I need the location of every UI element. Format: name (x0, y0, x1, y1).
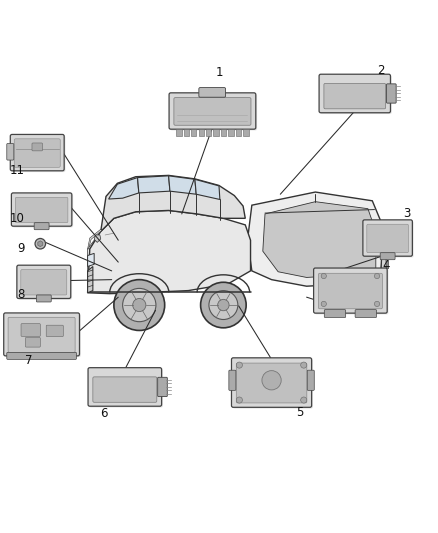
FancyBboxPatch shape (320, 76, 392, 114)
FancyBboxPatch shape (315, 269, 389, 314)
Circle shape (209, 290, 238, 319)
FancyBboxPatch shape (233, 359, 313, 409)
FancyBboxPatch shape (89, 369, 163, 408)
FancyBboxPatch shape (93, 377, 157, 402)
FancyBboxPatch shape (14, 139, 60, 167)
FancyBboxPatch shape (367, 224, 408, 253)
FancyBboxPatch shape (25, 337, 40, 347)
FancyBboxPatch shape (32, 143, 42, 151)
FancyBboxPatch shape (174, 98, 251, 125)
Circle shape (321, 273, 326, 279)
FancyBboxPatch shape (198, 129, 204, 136)
FancyBboxPatch shape (8, 317, 75, 352)
Polygon shape (88, 229, 102, 249)
FancyBboxPatch shape (363, 220, 413, 256)
FancyBboxPatch shape (13, 194, 73, 228)
Polygon shape (247, 192, 383, 286)
Text: 10: 10 (9, 212, 24, 225)
Circle shape (123, 288, 156, 322)
FancyBboxPatch shape (231, 358, 311, 407)
FancyBboxPatch shape (4, 313, 80, 356)
FancyBboxPatch shape (184, 129, 189, 136)
Text: 3: 3 (404, 207, 411, 220)
FancyBboxPatch shape (169, 93, 256, 129)
FancyBboxPatch shape (364, 221, 413, 257)
FancyBboxPatch shape (158, 377, 167, 397)
FancyBboxPatch shape (355, 310, 377, 318)
FancyBboxPatch shape (15, 197, 68, 223)
Polygon shape (195, 179, 220, 199)
FancyBboxPatch shape (11, 193, 72, 226)
FancyBboxPatch shape (206, 129, 212, 136)
FancyBboxPatch shape (12, 136, 65, 172)
FancyBboxPatch shape (229, 370, 236, 390)
Polygon shape (169, 176, 196, 194)
Polygon shape (88, 266, 93, 293)
FancyBboxPatch shape (221, 129, 226, 136)
FancyBboxPatch shape (11, 134, 64, 171)
Polygon shape (88, 211, 251, 294)
Polygon shape (94, 235, 101, 243)
Polygon shape (381, 225, 386, 272)
Text: 2: 2 (377, 64, 385, 77)
Text: 9: 9 (17, 243, 25, 255)
FancyBboxPatch shape (319, 74, 391, 113)
FancyBboxPatch shape (191, 129, 197, 136)
Circle shape (300, 362, 307, 368)
FancyBboxPatch shape (170, 94, 257, 131)
Circle shape (374, 301, 380, 306)
FancyBboxPatch shape (380, 253, 395, 260)
Circle shape (133, 298, 146, 312)
Circle shape (374, 273, 380, 279)
FancyBboxPatch shape (237, 363, 307, 403)
Circle shape (237, 397, 243, 403)
Text: 7: 7 (25, 354, 32, 367)
Circle shape (218, 300, 229, 311)
FancyBboxPatch shape (314, 268, 387, 313)
FancyBboxPatch shape (318, 273, 382, 309)
FancyBboxPatch shape (324, 310, 346, 318)
Text: 1: 1 (215, 67, 223, 79)
FancyBboxPatch shape (243, 129, 249, 136)
FancyBboxPatch shape (324, 84, 386, 109)
Circle shape (321, 301, 326, 306)
FancyBboxPatch shape (88, 368, 162, 406)
FancyBboxPatch shape (7, 352, 76, 359)
FancyBboxPatch shape (213, 129, 219, 136)
FancyBboxPatch shape (36, 295, 51, 302)
Circle shape (35, 238, 46, 249)
Text: 6: 6 (100, 407, 108, 419)
FancyBboxPatch shape (387, 84, 396, 103)
Text: 8: 8 (18, 288, 25, 302)
Circle shape (114, 280, 165, 330)
Circle shape (201, 282, 246, 328)
Text: 4: 4 (382, 259, 390, 272)
FancyBboxPatch shape (236, 129, 241, 136)
FancyBboxPatch shape (199, 87, 226, 97)
Text: 5: 5 (297, 406, 304, 419)
FancyBboxPatch shape (18, 266, 72, 300)
FancyBboxPatch shape (228, 129, 234, 136)
Polygon shape (138, 176, 170, 193)
FancyBboxPatch shape (34, 223, 49, 230)
Circle shape (262, 370, 281, 390)
Polygon shape (101, 175, 245, 231)
Polygon shape (88, 231, 101, 293)
Text: 11: 11 (10, 164, 25, 176)
Polygon shape (38, 241, 43, 247)
FancyBboxPatch shape (17, 265, 71, 298)
FancyBboxPatch shape (176, 129, 182, 136)
Polygon shape (263, 201, 376, 278)
Polygon shape (88, 253, 94, 266)
Polygon shape (109, 177, 139, 199)
FancyBboxPatch shape (21, 270, 67, 295)
FancyBboxPatch shape (21, 324, 40, 336)
FancyBboxPatch shape (46, 325, 64, 336)
Circle shape (237, 362, 243, 368)
FancyBboxPatch shape (7, 143, 14, 160)
Circle shape (300, 397, 307, 403)
FancyBboxPatch shape (307, 370, 314, 390)
FancyBboxPatch shape (5, 314, 81, 357)
